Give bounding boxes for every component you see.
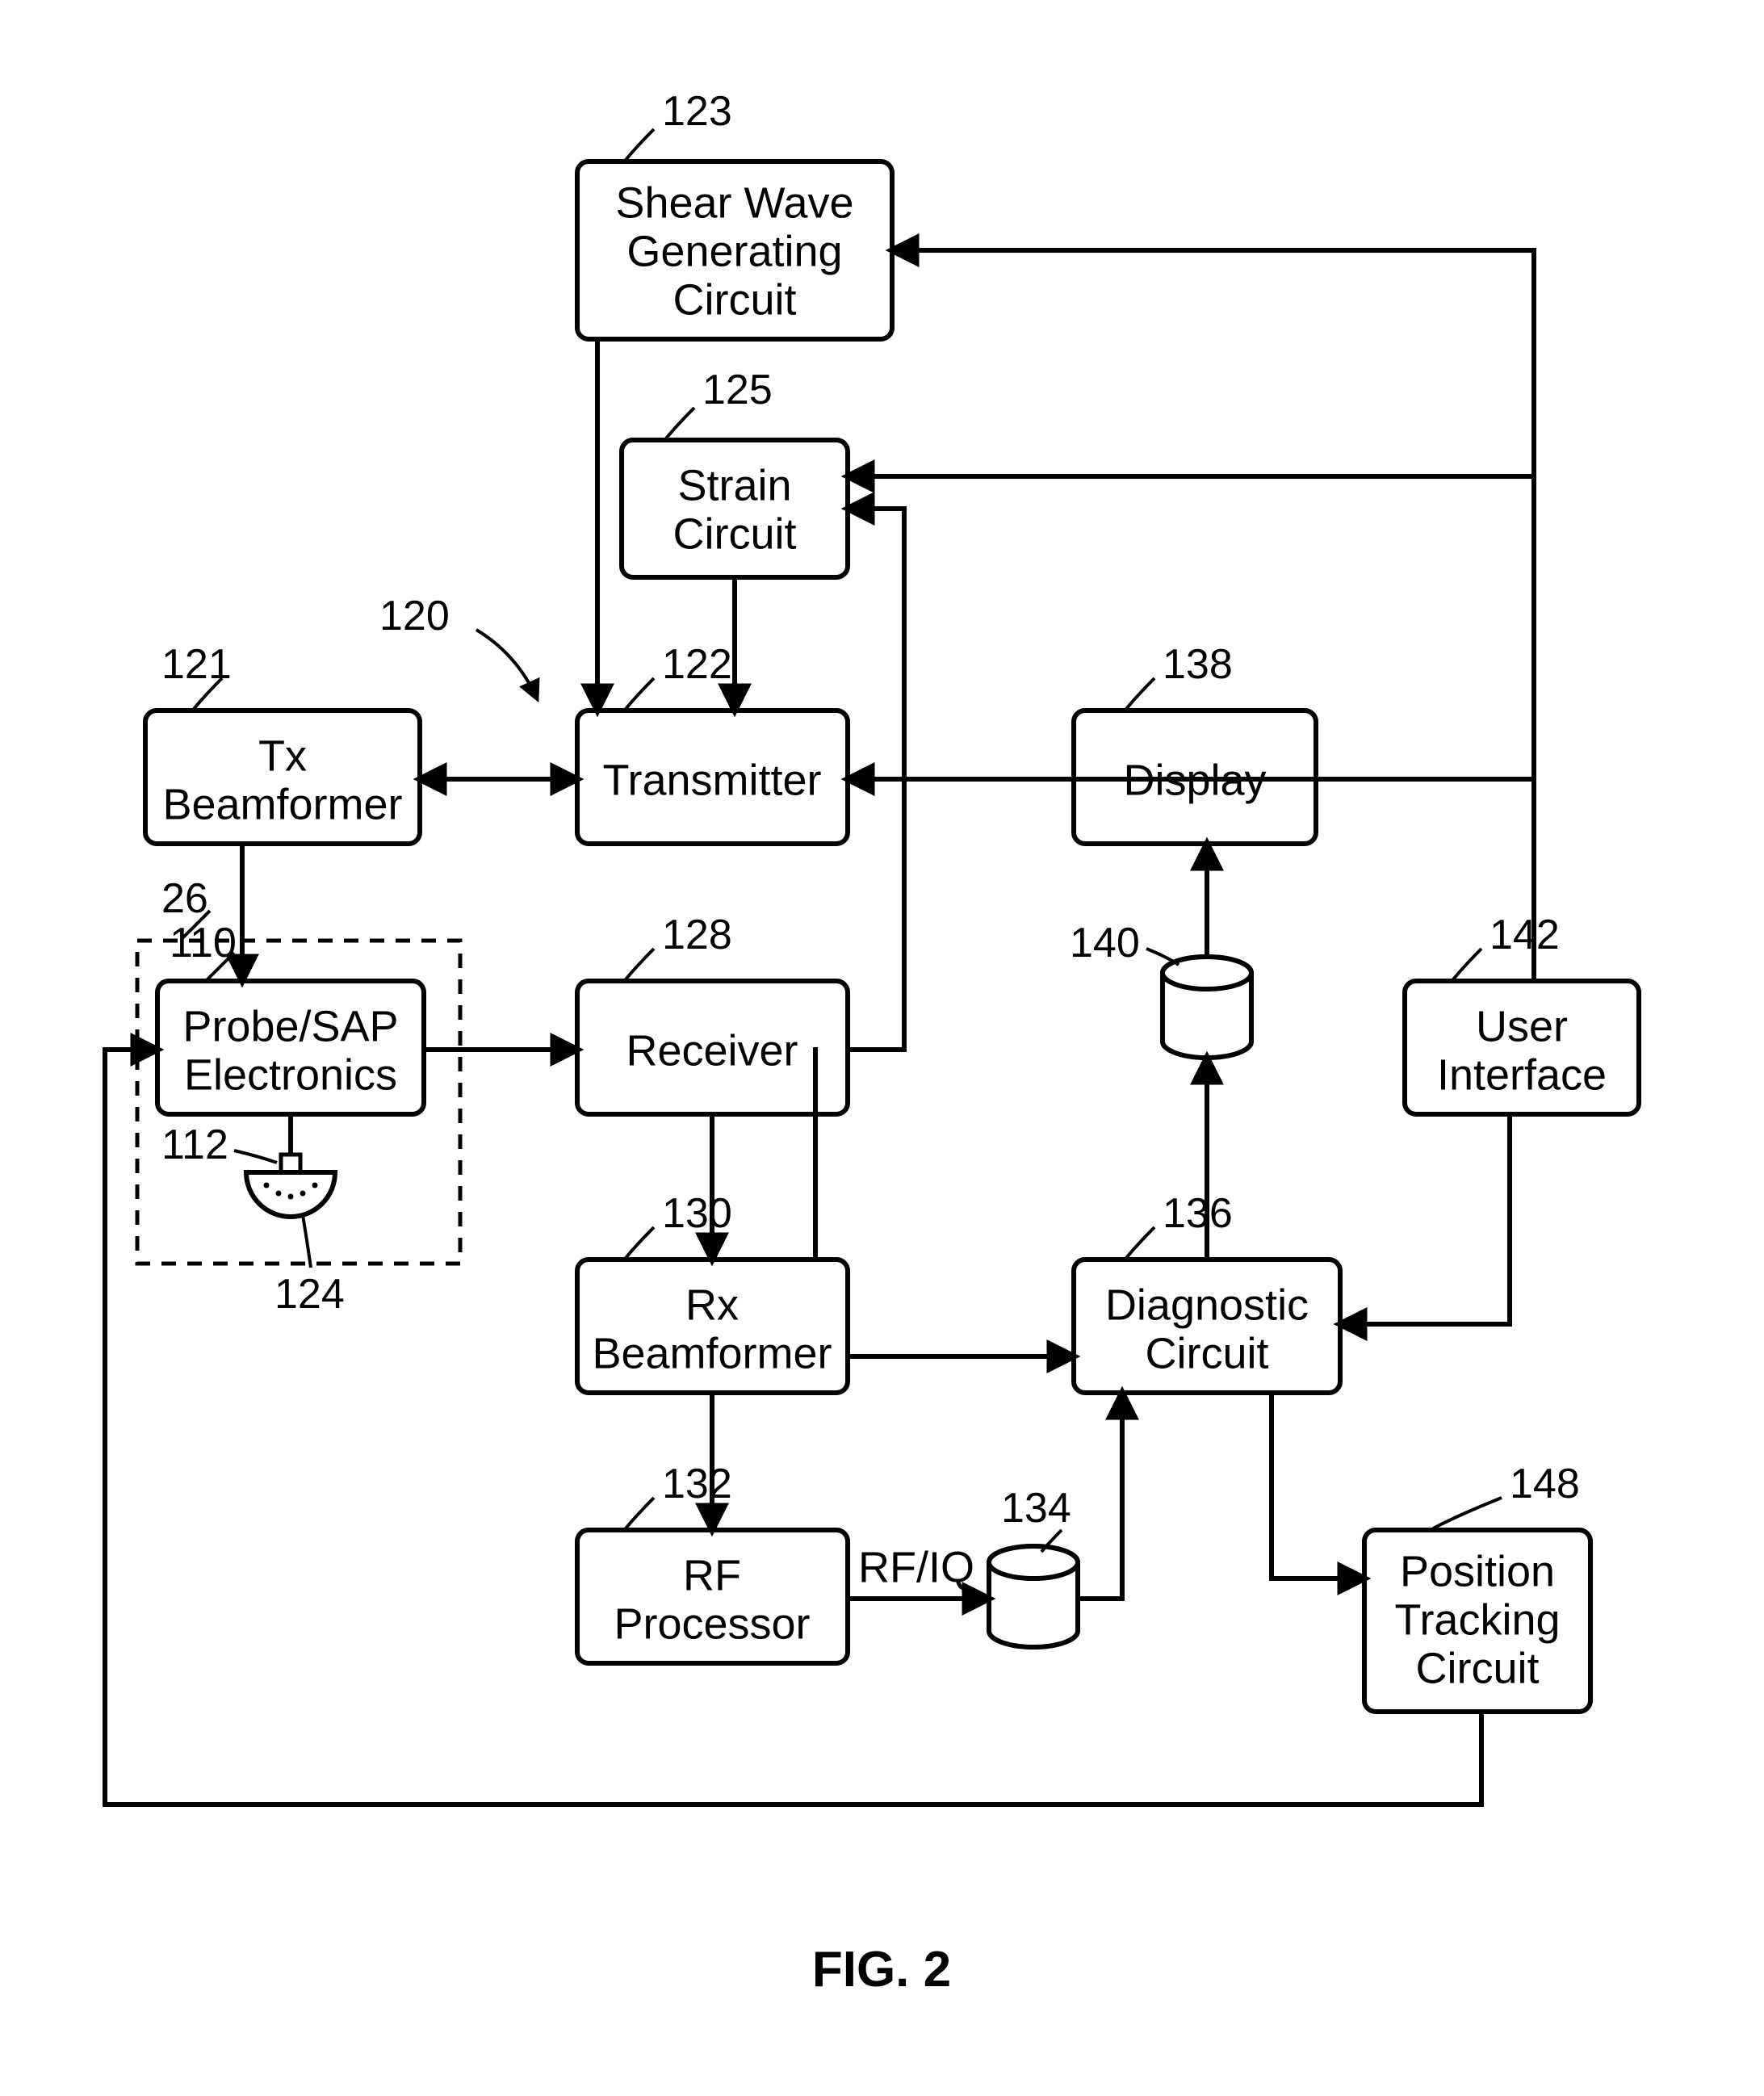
num-140: 140	[1070, 920, 1140, 966]
num-123: 123	[662, 88, 732, 135]
rfproc-label-1: RF	[683, 1551, 741, 1599]
shear-wave-label-3: Circuit	[672, 275, 796, 324]
num-142: 142	[1490, 912, 1560, 958]
num-110: 110	[170, 920, 237, 966]
num-122: 122	[662, 641, 732, 688]
receiver-label: Receiver	[626, 1026, 798, 1075]
num-26: 26	[161, 875, 208, 922]
probe-label-1: Probe/SAP	[182, 1002, 398, 1050]
num-120: 120	[379, 593, 450, 639]
num-124: 124	[274, 1271, 345, 1318]
num-128: 128	[662, 912, 732, 958]
display-label: Display	[1123, 756, 1266, 804]
num-130: 130	[662, 1190, 732, 1237]
shear-wave-label-1: Shear Wave	[615, 178, 853, 227]
userif-label-2: Interface	[1437, 1050, 1607, 1099]
probe-label-2: Electronics	[184, 1050, 397, 1099]
num-134: 134	[1001, 1485, 1071, 1532]
userif-label-1: User	[1476, 1002, 1568, 1050]
diag-label-2: Circuit	[1145, 1329, 1268, 1377]
pos-label-3: Circuit	[1415, 1644, 1539, 1692]
transducer-icon	[246, 1114, 335, 1217]
num-112: 112	[161, 1121, 228, 1168]
strain-label-2: Circuit	[672, 509, 796, 558]
txbf-label-1: Tx	[258, 732, 307, 780]
pos-label-2: Tracking	[1394, 1595, 1560, 1644]
cylinder-140	[1163, 957, 1251, 1058]
rxbf-label-2: Beamformer	[592, 1329, 832, 1377]
num-125: 125	[702, 367, 773, 413]
figure-caption: FIG. 2	[812, 1942, 951, 1997]
num-136: 136	[1163, 1190, 1233, 1237]
rfproc-label-2: Processor	[614, 1599, 810, 1648]
txbf-label-2: Beamformer	[162, 780, 402, 828]
rxbf-label-1: Rx	[685, 1281, 739, 1329]
pos-label-1: Position	[1400, 1547, 1555, 1595]
shear-wave-label-2: Generating	[626, 227, 842, 275]
cylinder-134	[989, 1546, 1078, 1647]
rfiq-label: RF/IQ	[858, 1543, 974, 1591]
transmitter-label: Transmitter	[602, 756, 821, 804]
diag-label-1: Diagnostic	[1105, 1281, 1309, 1329]
block-diagram: Shear Wave Generating Circuit Strain Cir…	[0, 0, 1764, 2096]
strain-label-1: Strain	[677, 461, 791, 509]
num-121: 121	[161, 641, 232, 688]
num-148: 148	[1510, 1461, 1580, 1507]
num-138: 138	[1163, 641, 1233, 688]
num-132: 132	[662, 1461, 732, 1507]
